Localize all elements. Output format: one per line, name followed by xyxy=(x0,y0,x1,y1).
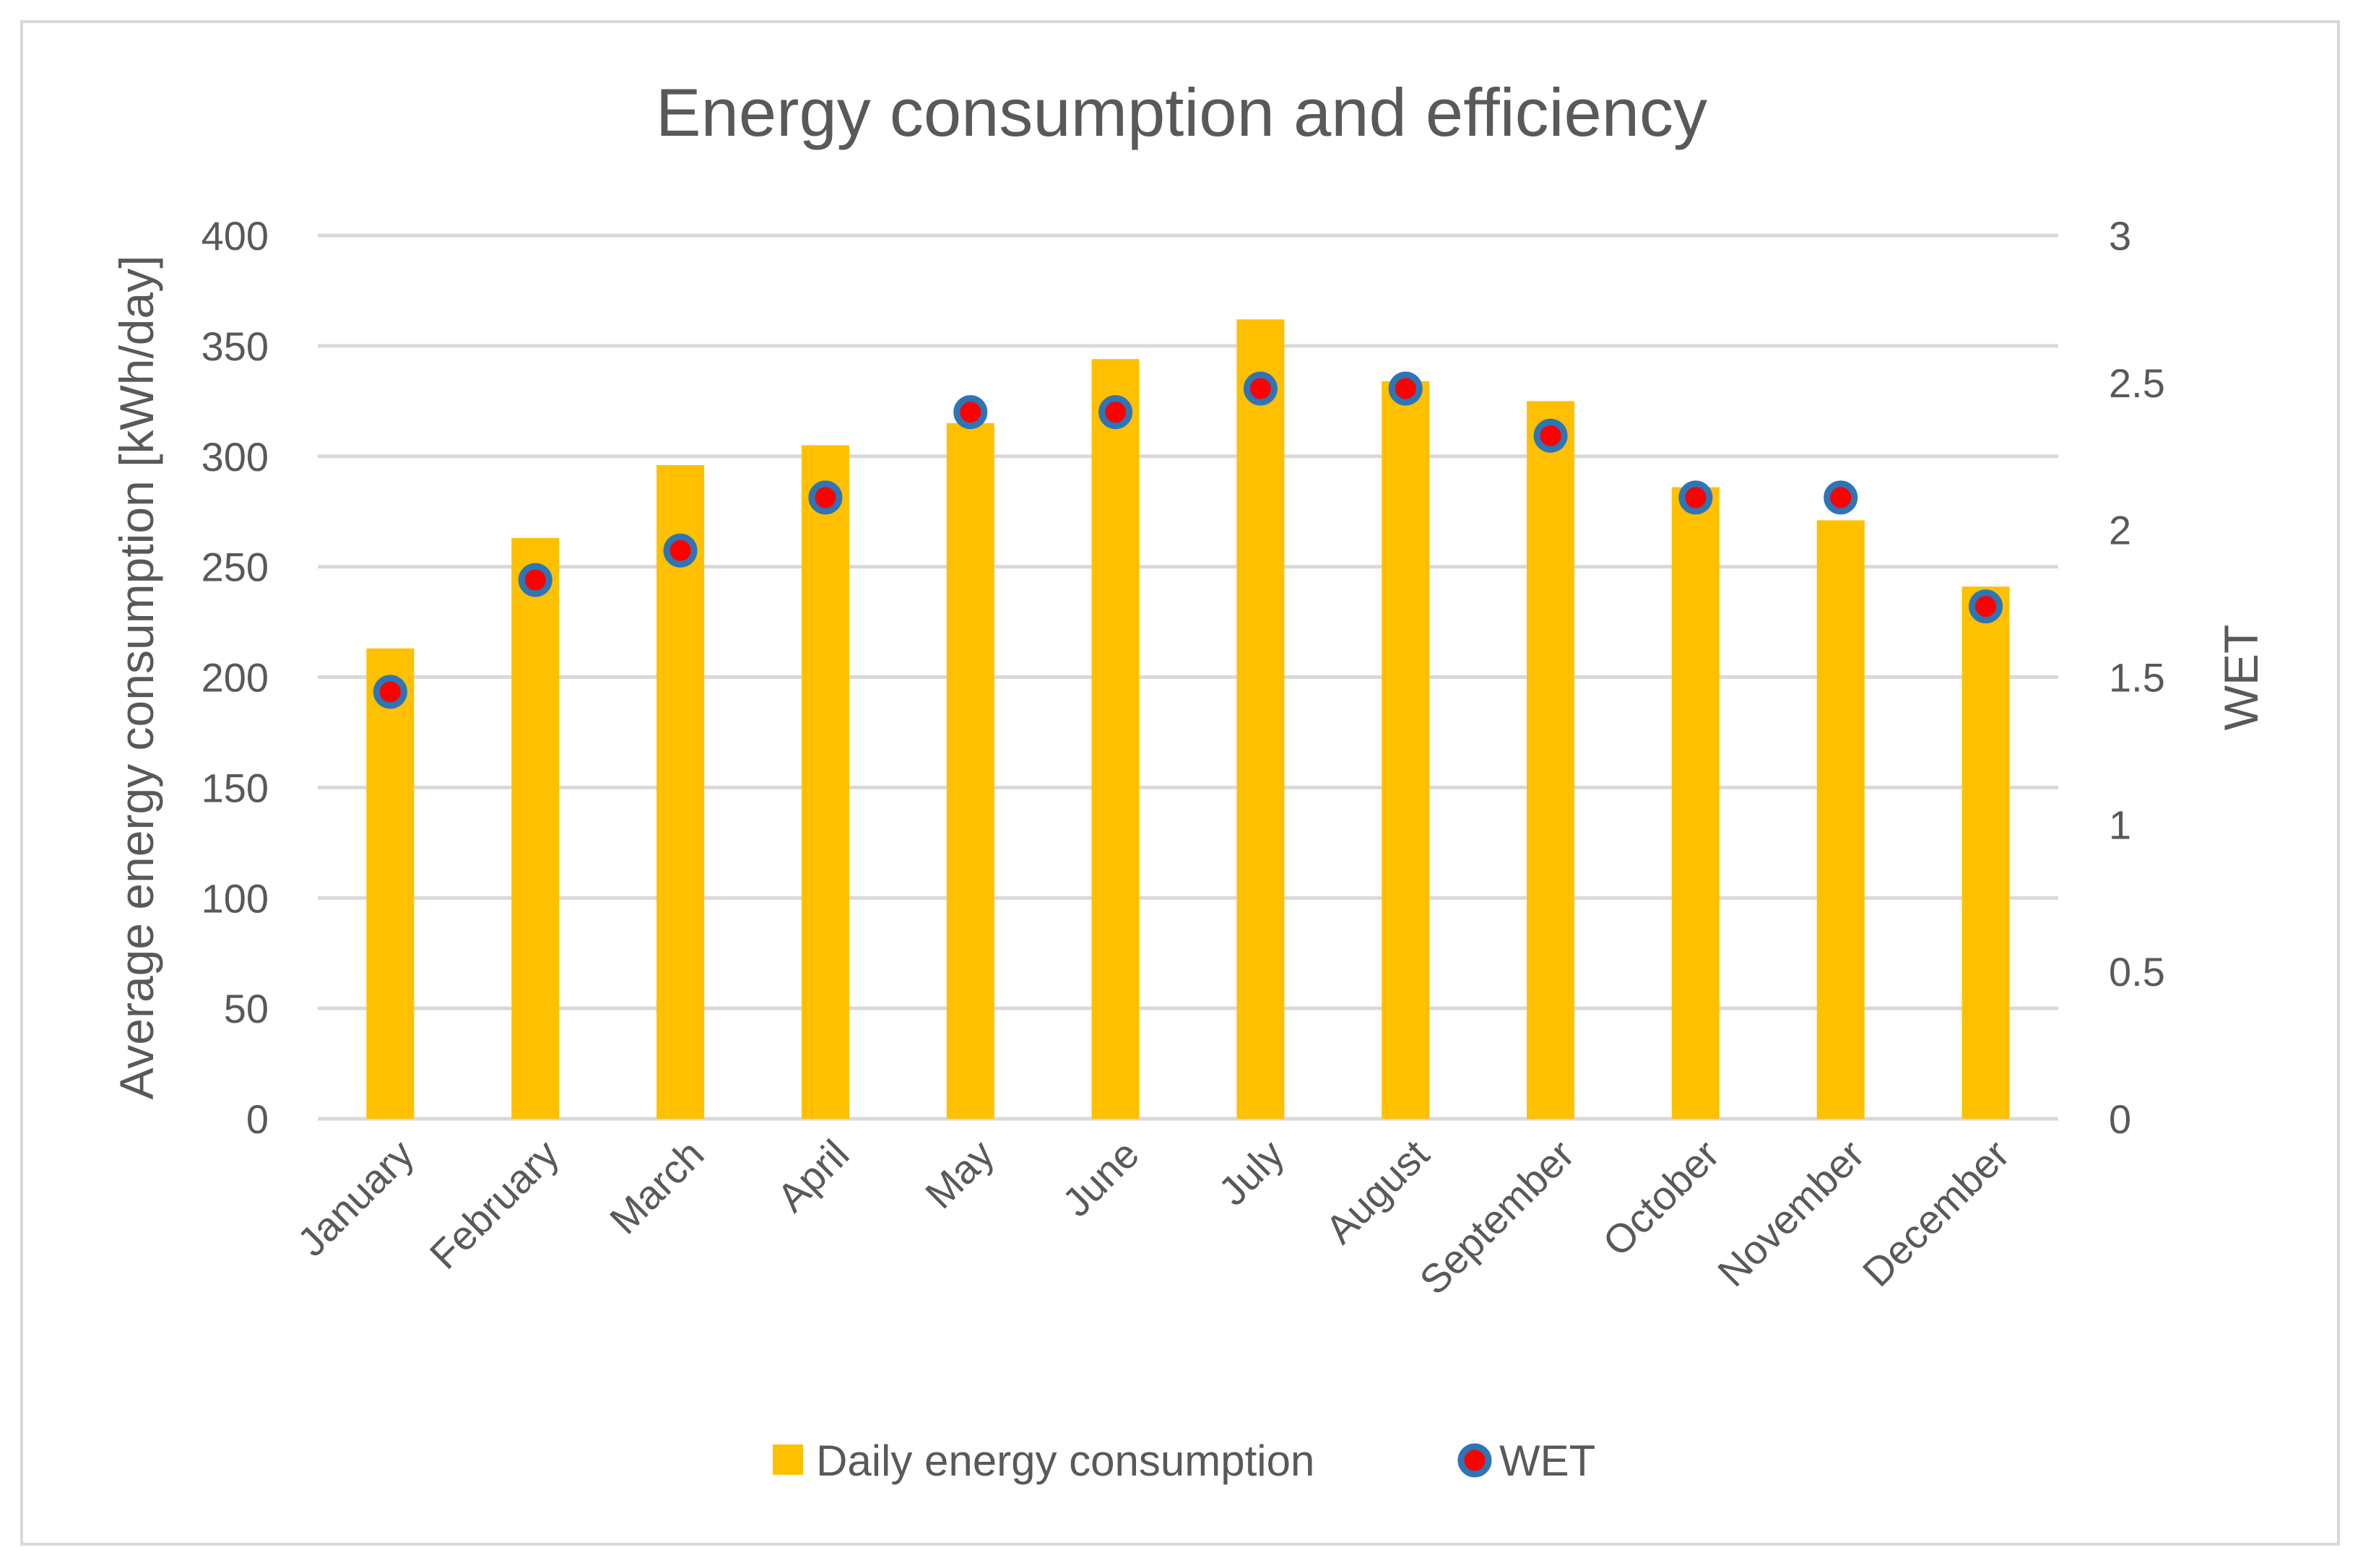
bar xyxy=(1382,381,1430,1119)
y2-tick-label: 0.5 xyxy=(2109,949,2165,995)
x-category-label: May xyxy=(916,1131,1002,1217)
left-axis-ticks: 0 50 100 150 200 250 300 350 400 xyxy=(201,213,269,1142)
y2-tick-label: 1.5 xyxy=(2109,655,2165,701)
chart-title: Energy consumption and efficiency xyxy=(656,74,1707,150)
wet-marker xyxy=(1533,418,1568,453)
y-tick-label: 250 xyxy=(201,545,269,590)
x-category-label: April xyxy=(768,1131,858,1221)
bar xyxy=(656,464,705,1119)
legend: Daily energy consumption WET xyxy=(773,1437,1595,1485)
y-tick-label: 350 xyxy=(201,324,269,369)
wet-marker xyxy=(1098,395,1133,430)
wet-marker xyxy=(518,563,552,597)
wet-marker xyxy=(953,395,988,430)
y2-tick-label: 0 xyxy=(2109,1096,2131,1142)
bar xyxy=(946,423,994,1119)
wet-marker xyxy=(1388,371,1423,406)
y2-tick-label: 3 xyxy=(2109,213,2131,259)
y-tick-label: 400 xyxy=(201,213,269,259)
legend-label-marker: WET xyxy=(1499,1437,1595,1485)
x-category-label: August xyxy=(1317,1131,1438,1252)
wet-marker xyxy=(663,533,698,568)
bar xyxy=(1091,359,1140,1119)
y2-tick-label: 2.5 xyxy=(2109,360,2165,406)
y-tick-label: 100 xyxy=(201,875,269,921)
wet-marker xyxy=(1824,480,1858,515)
wet-marker xyxy=(1678,480,1713,515)
legend-label-bar: Daily energy consumption xyxy=(816,1437,1314,1485)
wet-series xyxy=(373,371,2003,709)
wet-marker xyxy=(808,480,843,515)
y-tick-label: 50 xyxy=(224,986,269,1031)
y-tick-label: 150 xyxy=(201,765,269,810)
x-category-label: December xyxy=(1854,1131,2018,1295)
bar-series xyxy=(366,319,2010,1119)
x-category-label: February xyxy=(421,1131,568,1278)
bar xyxy=(1816,520,1865,1119)
legend-swatch-marker xyxy=(1457,1443,1492,1478)
y2-tick-label: 1 xyxy=(2109,802,2131,847)
bar xyxy=(1527,401,1575,1119)
y2-tick-label: 2 xyxy=(2109,508,2131,553)
x-category-label: June xyxy=(1054,1131,1148,1225)
x-category-label: January xyxy=(288,1131,422,1265)
y-tick-label: 0 xyxy=(246,1096,269,1142)
wet-marker xyxy=(373,675,407,709)
bar xyxy=(1961,586,2010,1119)
bar xyxy=(511,537,560,1119)
wet-marker xyxy=(1969,589,2003,624)
bar xyxy=(801,445,849,1119)
y2-axis-title: WET xyxy=(2214,625,2268,731)
y-tick-label: 300 xyxy=(201,434,269,480)
x-category-label: October xyxy=(1594,1131,1727,1265)
legend-swatch-bar xyxy=(773,1444,803,1475)
x-category-label: July xyxy=(1210,1131,1293,1214)
x-category-label: September xyxy=(1410,1131,1582,1303)
right-axis-ticks: 0 0.5 1 1.5 2 2.5 3 xyxy=(2109,213,2165,1142)
bar xyxy=(366,648,415,1119)
bar xyxy=(1236,319,1285,1119)
wet-marker xyxy=(1243,371,1278,406)
y-axis-title: Average energy consumption [kWh/day] xyxy=(110,255,163,1099)
x-category-label: November xyxy=(1709,1131,1873,1295)
bar xyxy=(1671,487,1720,1119)
x-category-label: March xyxy=(601,1131,713,1243)
gridlines xyxy=(318,233,2058,1121)
y-tick-label: 200 xyxy=(201,655,269,701)
